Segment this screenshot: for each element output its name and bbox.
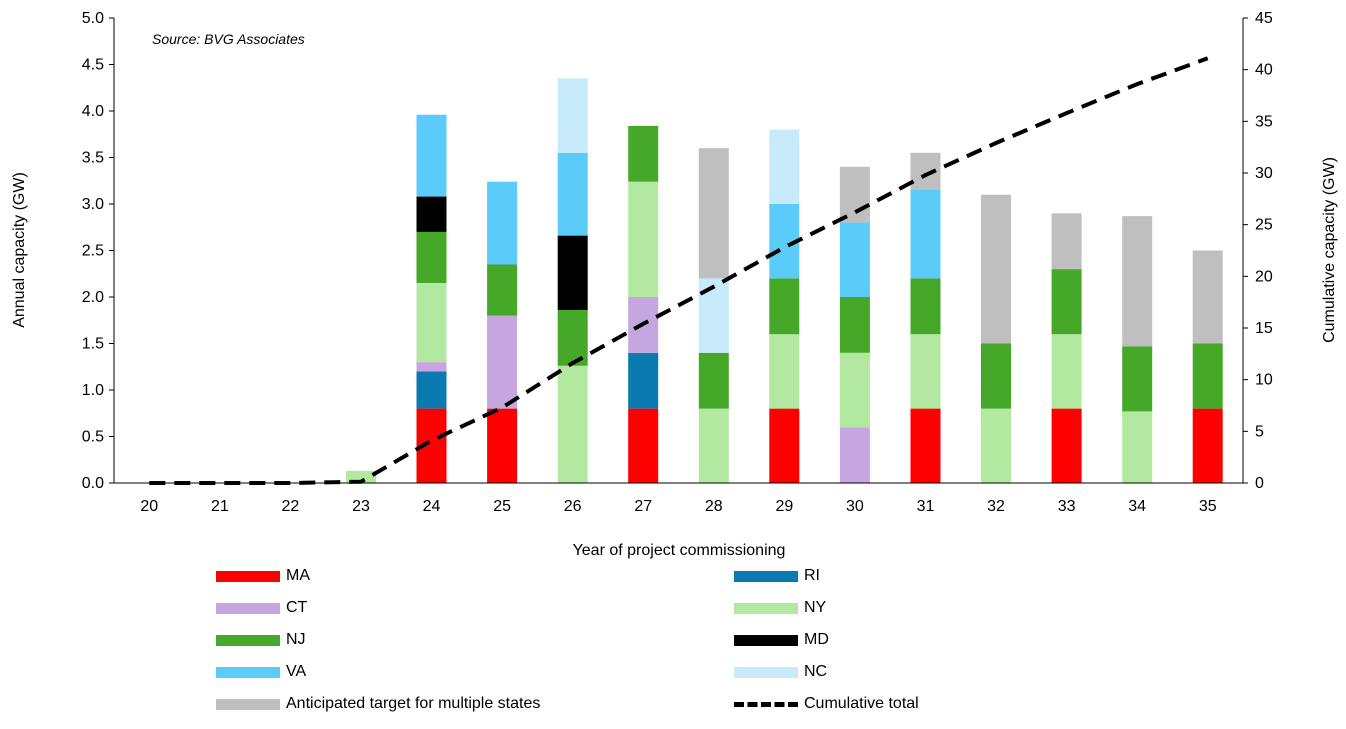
bar-segment-nj-34	[1122, 346, 1152, 411]
bar-segment-va-25	[487, 182, 517, 265]
x-tick-label: 30	[846, 498, 864, 515]
bar-segment-anticipated-34	[1122, 216, 1152, 346]
x-tick-label: 21	[211, 498, 229, 515]
bar-segment-ma-29	[769, 409, 799, 483]
bar-segment-md-26	[558, 236, 588, 310]
bar-segment-ct-25	[487, 316, 517, 409]
y-tick-label: 4.0	[82, 103, 104, 120]
bars-layer	[346, 78, 1223, 483]
bar-segment-nj-28	[699, 353, 729, 409]
x-tick-label: 32	[987, 498, 1005, 515]
y-tick-label: 4.5	[82, 57, 104, 74]
bar-segment-anticipated-32	[981, 195, 1011, 344]
y-tick-label: 0.5	[82, 429, 104, 446]
bar-segment-ny-27	[628, 182, 658, 297]
x-tick-label: 28	[705, 498, 723, 515]
bar-segment-ny-33	[1052, 334, 1082, 408]
x-tick-label: 29	[775, 498, 793, 515]
y2-tick-label: 40	[1255, 62, 1273, 79]
bar-segment-nc-26	[558, 78, 588, 152]
bar-segment-ct-30	[840, 427, 870, 483]
y2-tick-label: 20	[1255, 268, 1273, 285]
y2-axis-title: Cumulative capacity (GW)	[1321, 157, 1338, 343]
bar-segment-anticipated-30	[840, 167, 870, 223]
y-tick-label: 0.0	[82, 475, 104, 492]
x-tick-label: 35	[1199, 498, 1217, 515]
bar-segment-va-31	[911, 190, 941, 278]
bar-segment-nj-29	[769, 278, 799, 334]
x-tick-label: 31	[917, 498, 935, 515]
bar-segment-ma-25	[487, 409, 517, 483]
y2-tick-label: 15	[1255, 320, 1273, 337]
bar-segment-anticipated-35	[1193, 251, 1223, 344]
x-tick-label: 23	[352, 498, 370, 515]
y-axis-title: Annual capacity (GW)	[11, 172, 28, 328]
source-note: Source: BVG Associates	[152, 31, 305, 47]
x-tick-label: 25	[493, 498, 511, 515]
bar-segment-nj-27	[628, 126, 658, 182]
y2-tick-label: 5	[1255, 423, 1264, 440]
cumulative-line-layer	[149, 58, 1207, 483]
bar-segment-va-24	[417, 115, 447, 197]
bar-segment-ct-24	[417, 362, 447, 371]
bar-segment-ma-35	[1193, 409, 1223, 483]
bar-segment-nj-32	[981, 344, 1011, 409]
y-tick-label: 3.5	[82, 150, 104, 167]
bar-segment-va-26	[558, 153, 588, 236]
x-tick-label: 24	[423, 498, 441, 515]
bar-segment-anticipated-28	[699, 148, 729, 278]
bar-segment-ny-28	[699, 409, 729, 483]
bar-segment-nj-24	[417, 232, 447, 283]
bar-segment-va-30	[840, 223, 870, 297]
bar-segment-nj-33	[1052, 269, 1082, 334]
bar-segment-nc-28	[699, 278, 729, 352]
tick-labels-layer: 0.0 0.5 1.0 1.5 2.0 2.5 3.0 3.5 4.0 4.5 5.0 0 5 10 15 2…	[82, 10, 1273, 515]
bar-segment-ny-34	[1122, 411, 1152, 483]
bar-segment-ri-27	[628, 353, 658, 409]
x-tick-label: 33	[1058, 498, 1076, 515]
x-tick-label: 26	[564, 498, 582, 515]
bar-segment-ma-31	[911, 409, 941, 483]
y2-tick-label: 25	[1255, 217, 1273, 234]
x-tick-label: 27	[634, 498, 652, 515]
y-tick-label: 1.5	[82, 336, 104, 353]
bar-segment-ny-24	[417, 283, 447, 362]
x-axis-title: Year of project commissioning	[573, 542, 786, 559]
x-tick-label: 20	[140, 498, 158, 515]
bar-segment-nj-26	[558, 310, 588, 366]
bar-segment-nj-25	[487, 264, 517, 315]
y-tick-label: 1.0	[82, 382, 104, 399]
x-tick-label: 22	[282, 498, 300, 515]
bar-segment-ny-31	[911, 334, 941, 408]
bar-segment-nj-35	[1193, 344, 1223, 409]
y-tick-label: 3.0	[82, 196, 104, 213]
y2-tick-label: 35	[1255, 113, 1273, 130]
bar-segment-anticipated-33	[1052, 213, 1082, 269]
bar-segment-ri-24	[417, 371, 447, 408]
bar-segment-nj-30	[840, 297, 870, 353]
y2-tick-label: 45	[1255, 10, 1273, 27]
bar-segment-nj-31	[911, 278, 941, 334]
bar-segment-ma-33	[1052, 409, 1082, 483]
bar-segment-ny-29	[769, 334, 799, 408]
bar-segment-ny-32	[981, 409, 1011, 483]
bar-segment-ny-26	[558, 366, 588, 483]
y2-tick-label: 10	[1255, 372, 1273, 389]
cumulative-total-line	[149, 58, 1207, 483]
x-tick-label: 34	[1128, 498, 1146, 515]
bar-segment-md-24	[417, 197, 447, 232]
y-tick-label: 2.0	[82, 289, 104, 306]
bar-segment-nc-29	[769, 130, 799, 204]
bar-segment-ny-30	[840, 353, 870, 427]
bar-segment-ma-27	[628, 409, 658, 483]
y-tick-label: 5.0	[82, 10, 104, 27]
y2-tick-label: 30	[1255, 165, 1273, 182]
y-tick-label: 2.5	[82, 243, 104, 260]
y2-tick-label: 0	[1255, 475, 1264, 492]
